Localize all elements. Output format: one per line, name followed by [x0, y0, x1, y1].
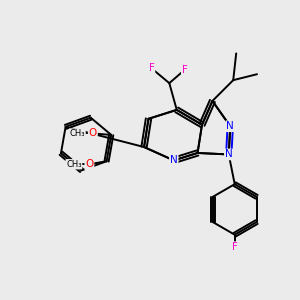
- Text: F: F: [232, 242, 238, 252]
- Text: N: N: [226, 121, 234, 131]
- Text: F: F: [148, 63, 154, 73]
- Text: N: N: [225, 149, 232, 160]
- Text: CH₃: CH₃: [66, 160, 82, 169]
- Text: O: O: [89, 128, 97, 138]
- Text: O: O: [85, 159, 94, 169]
- Text: N: N: [170, 155, 178, 165]
- Text: CH₃: CH₃: [70, 129, 85, 138]
- Text: F: F: [182, 65, 188, 75]
